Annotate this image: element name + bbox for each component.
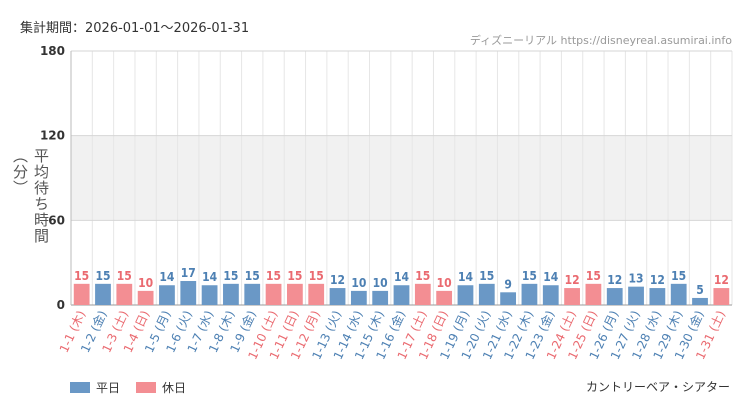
attraction-name: カントリーベア・シアター xyxy=(585,380,730,394)
bar-value-label: 12 xyxy=(714,273,729,287)
bar xyxy=(649,288,666,305)
bar xyxy=(286,283,303,305)
bar xyxy=(95,283,111,305)
bar xyxy=(73,283,90,305)
bar-value-label: 15 xyxy=(223,269,238,283)
bar xyxy=(244,283,261,305)
bar xyxy=(457,285,474,305)
bar-value-label: 15 xyxy=(245,269,260,283)
bar-value-label: 10 xyxy=(373,276,388,290)
bar-value-label: 15 xyxy=(479,269,494,283)
legend-item-holiday[interactable]: 休日 xyxy=(136,379,186,396)
bar-value-label: 15 xyxy=(671,269,686,283)
bar xyxy=(478,283,495,305)
bar-value-label: 15 xyxy=(74,269,89,283)
bar-value-label: 15 xyxy=(586,269,601,283)
bar xyxy=(180,281,197,305)
bar xyxy=(564,288,580,305)
bar-value-label: 15 xyxy=(287,269,302,283)
bar-value-label: 12 xyxy=(650,273,665,287)
bar-value-label: 12 xyxy=(607,273,622,287)
bar-value-label: 15 xyxy=(309,269,324,283)
bar-value-label: 10 xyxy=(138,276,153,290)
source-credit: ディズニーリアル https://disneyreal.asumirai.inf… xyxy=(469,34,732,47)
aggregation-period: 集計期間：2026-01-01～2026-01-31 xyxy=(20,21,250,36)
bar xyxy=(500,292,517,305)
bar xyxy=(329,288,346,305)
bar-value-label: 12 xyxy=(565,273,580,287)
bar xyxy=(223,283,239,305)
bar-value-label: 12 xyxy=(330,273,345,287)
bar-value-label: 14 xyxy=(159,270,175,284)
legend-label-weekday: 平日 xyxy=(96,381,121,395)
bar-value-label: 10 xyxy=(351,276,366,290)
bar-value-label: 14 xyxy=(458,270,474,284)
bar-value-label: 15 xyxy=(117,269,132,283)
bar xyxy=(628,286,644,305)
bar-value-label: 9 xyxy=(504,277,512,291)
bar-value-label: 13 xyxy=(629,272,644,286)
bar xyxy=(116,283,133,305)
y-tick-label: 60 xyxy=(48,213,65,227)
bar xyxy=(159,285,175,305)
bar xyxy=(308,283,325,305)
bar xyxy=(201,285,218,305)
legend-label-holiday: 休日 xyxy=(162,381,187,395)
grid-band xyxy=(71,135,732,221)
y-tick-label: 0 xyxy=(57,298,65,312)
bar-value-label: 15 xyxy=(95,269,110,283)
bar xyxy=(692,297,708,305)
bar xyxy=(585,283,602,305)
bar-value-label: 14 xyxy=(202,270,218,284)
bar-value-label: 14 xyxy=(394,270,410,284)
legend-swatch-weekday xyxy=(70,382,90,393)
bar-value-label: 15 xyxy=(415,269,430,283)
legend-item-weekday[interactable]: 平日 xyxy=(70,379,120,396)
y-tick-label: 120 xyxy=(40,129,65,143)
y-tick-label: 180 xyxy=(40,44,65,58)
bar xyxy=(265,283,282,305)
bar xyxy=(350,290,367,305)
bar-value-label: 17 xyxy=(181,266,196,280)
legend: 平日 休日 xyxy=(70,379,186,396)
bar xyxy=(137,290,154,305)
bar xyxy=(436,290,453,305)
bar-value-label: 10 xyxy=(437,276,452,290)
y-axis-title: 平均待ち時間（分） xyxy=(11,148,50,244)
bar xyxy=(542,285,559,305)
bar xyxy=(372,290,389,305)
bar xyxy=(521,283,538,305)
bar xyxy=(393,285,410,305)
bar xyxy=(414,283,431,305)
bar-value-label: 14 xyxy=(543,270,559,284)
bar-value-label: 5 xyxy=(696,283,704,297)
bar xyxy=(713,288,730,305)
bar-value-label: 15 xyxy=(522,269,537,283)
bar xyxy=(670,283,687,305)
legend-swatch-holiday xyxy=(136,382,157,393)
bar-value-label: 15 xyxy=(266,269,281,283)
bar xyxy=(606,288,623,305)
